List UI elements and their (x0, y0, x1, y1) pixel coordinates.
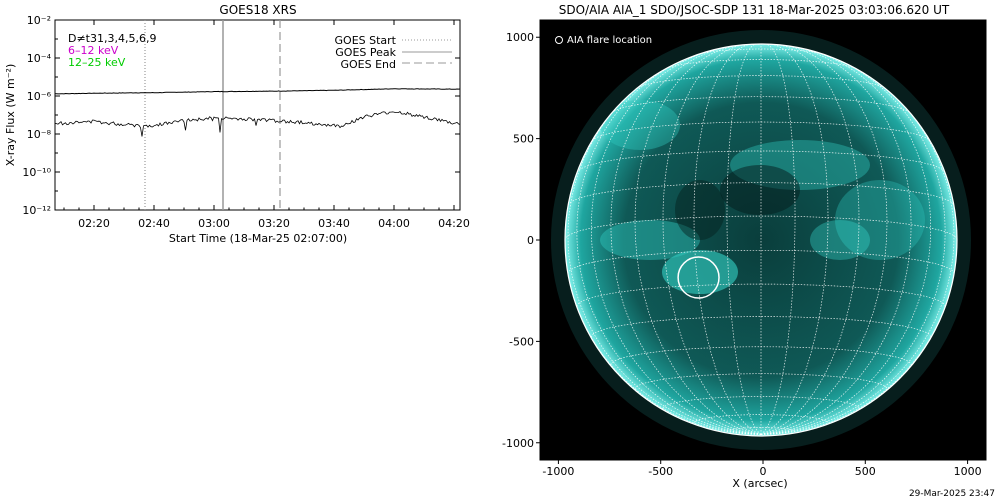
legend-goes-start: GOES Start (335, 34, 397, 47)
y-tick-label: 10⁻⁴ (27, 52, 52, 65)
grid-line (567, 79, 762, 435)
legend-circle-icon (555, 36, 563, 44)
x-tick-label: 03:40 (318, 217, 350, 230)
x-tick-label: 04:20 (438, 217, 470, 230)
aia-y-tick-label: -500 (509, 335, 534, 348)
grid-line (610, 46, 762, 435)
aia-x-axis-label: X (arcsec) (732, 477, 787, 490)
y-axis: 10⁻¹² 10⁻¹⁰ 10⁻⁸ 10⁻⁶ 10⁻⁴ 10⁻² (22, 14, 460, 217)
y-tick-label: 10⁻¹² (22, 204, 51, 217)
x-tick-label: 04:00 (378, 217, 410, 230)
grid-line (590, 316, 932, 338)
aia-x-tick-label: 500 (855, 465, 876, 478)
aia-legend-label: AIA flare location (567, 35, 652, 46)
grid-line (576, 283, 946, 307)
plot-frame (54, 19, 461, 211)
y-tick-label: 10⁻⁶ (27, 90, 52, 103)
series-line-3 (54, 111, 461, 137)
x-tick-label: 03:20 (258, 217, 290, 230)
x-axis-label: Start Time (18-Mar-25 02:07:00) (169, 232, 347, 245)
x-tick-label: 02:20 (78, 217, 110, 230)
y-tick-label: 10⁻² (27, 14, 51, 27)
grid-line (726, 44, 762, 435)
aia-y-tick-label: 0 (527, 234, 534, 247)
active-regions (600, 100, 925, 294)
legend-6-12kev: 6–12 keV (68, 44, 119, 57)
grid-line (611, 96, 911, 114)
solar-disk (565, 44, 957, 436)
grid-line (636, 75, 886, 89)
grid-line (760, 44, 829, 435)
grid-line (760, 48, 932, 435)
legend-12-25kev: 12–25 keV (68, 56, 126, 69)
event-markers (144, 20, 281, 210)
grid-line (698, 48, 824, 55)
aia-y-tick-label: 500 (513, 133, 534, 146)
legend: GOES Start GOES Peak GOES End (335, 34, 452, 71)
aia-x-tick-label: -500 (648, 465, 673, 478)
grid-line (590, 48, 762, 435)
flare-location-circle (677, 256, 720, 299)
grid-line (693, 44, 762, 435)
y-tick-label: 10⁻¹⁰ (22, 166, 51, 179)
aia-y-tick-label: -1000 (502, 437, 534, 450)
series-group (54, 88, 461, 137)
detector-label: D≠t31,3,4,5,6,9 (68, 32, 156, 45)
series-line-0 (55, 88, 461, 95)
y-axis-label: X-ray Flux (W m⁻²) (4, 64, 17, 166)
aia-x-tick-label: 1000 (954, 465, 982, 478)
grid-line (760, 44, 860, 435)
aia-y-axis: 1000 500 0 -500 -1000 (502, 31, 540, 450)
x-tick-label: 03:00 (198, 217, 230, 230)
y-tick-label: 10⁻⁸ (27, 128, 52, 141)
grid-line (760, 79, 955, 435)
limb-outline (564, 43, 958, 437)
grid-line (726, 427, 796, 432)
aia-y-tick-label: 1000 (506, 31, 534, 44)
grid-line (662, 396, 860, 409)
legend-goes-peak: GOES Peak (335, 46, 396, 59)
aia-title: SDO/AIA AIA_1 SDO/JSOC-SDP 131 18-Mar-20… (559, 3, 950, 17)
aia-x-axis: -1000 -500 0 500 1000 (542, 460, 982, 478)
grid-line (662, 44, 762, 435)
aia-x-tick-label: -1000 (542, 465, 574, 478)
grid-line (760, 46, 912, 435)
legend-goes-end: GOES End (340, 58, 396, 71)
chart-title: GOES18 XRS (219, 3, 296, 17)
grid-line (567, 182, 955, 206)
goes-lightcurve-panel: GOES18 XRS 10⁻¹² 10⁻¹⁰ 10⁻⁸ 10⁻⁶ 10⁻⁴ 10⁻² 02… (4, 3, 470, 245)
x-tick-label: 02:40 (138, 217, 170, 230)
aia-x-tick-label: 0 (760, 465, 767, 478)
footer-timestamp: 29-Mar-2025 23:47 (909, 489, 995, 499)
x-axis: 02:20 02:40 03:00 03:20 03:40 04:00 04:20 (63, 20, 470, 230)
aia-image-panel: SDO/AIA AIA_1 SDO/JSOC-SDP 131 18-Mar-20… (502, 3, 987, 490)
grid-line (760, 44, 796, 435)
